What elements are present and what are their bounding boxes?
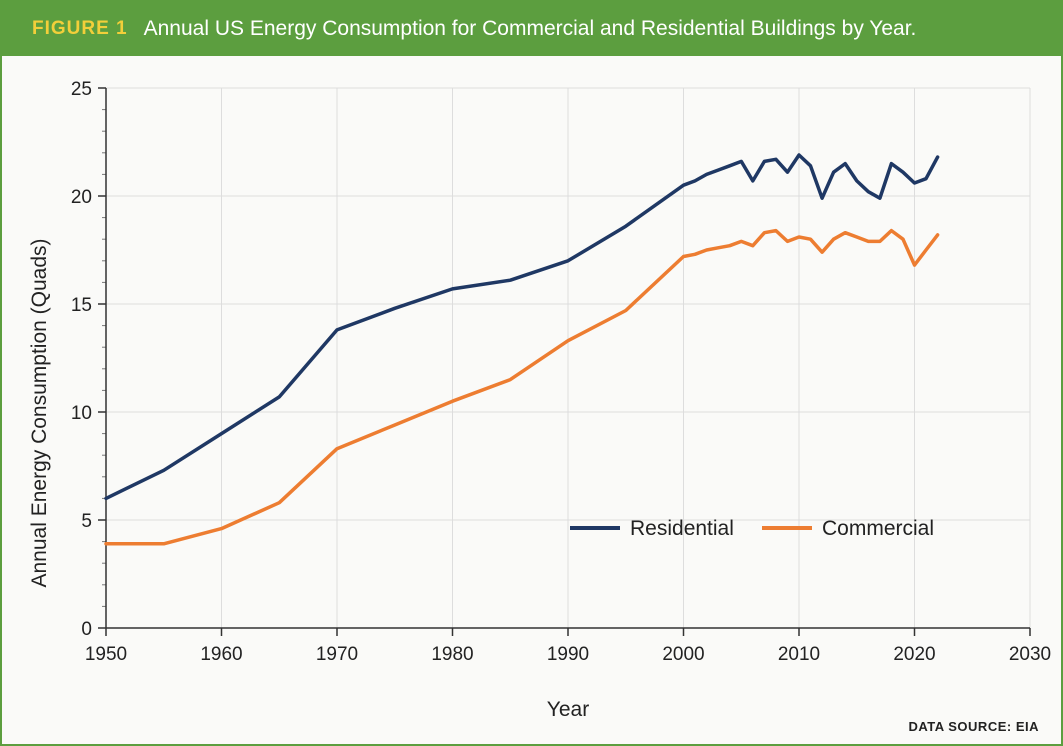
- x-tick-label: 1950: [85, 644, 127, 665]
- legend-label-commercial: Commercial: [822, 517, 934, 540]
- axes: 0 5 10 15 20 25 1950 1960 1970 1980 1990 2000 2010 20…: [71, 79, 1051, 665]
- x-tick-label: 1980: [431, 644, 473, 665]
- series: [104, 153, 940, 546]
- energy-line-chart: 0 5 10 15 20 25 1950 1960 1970 1980 1990 2000 2010 20…: [28, 79, 1051, 721]
- y-tick-label: 15: [71, 295, 92, 316]
- series-line-residential: [104, 153, 940, 501]
- x-tick-label: 2030: [1009, 644, 1051, 665]
- y-tick-label: 20: [71, 187, 92, 208]
- x-tick-label: 2000: [662, 644, 704, 665]
- x-tick-label: 2010: [778, 644, 820, 665]
- y-tick-label: 10: [71, 403, 92, 424]
- grid: [106, 87, 1031, 628]
- x-tick-label: 1960: [200, 644, 242, 665]
- figure-label: FIGURE 1: [32, 18, 128, 39]
- y-axis-title: Annual Energy Consumption (Quads): [28, 238, 51, 587]
- data-source: DATA SOURCE: EIA: [908, 719, 1039, 734]
- figure-title: Annual US Energy Consumption for Commerc…: [143, 17, 917, 40]
- figure-header: FIGURE 1 Annual US Energy Consumption fo…: [2, 2, 1061, 56]
- legend: Residential Commercial: [570, 517, 934, 540]
- x-axis-title: Year: [547, 698, 589, 721]
- y-tick-label: 0: [81, 619, 92, 640]
- series-line-commercial: [104, 228, 940, 546]
- y-tick-label: 5: [81, 511, 92, 532]
- y-tick-label: 25: [71, 79, 92, 100]
- x-tick-label: 2020: [893, 644, 935, 665]
- x-tick-label: 1970: [316, 644, 358, 665]
- legend-label-residential: Residential: [630, 517, 734, 540]
- x-tick-label: 1990: [547, 644, 589, 665]
